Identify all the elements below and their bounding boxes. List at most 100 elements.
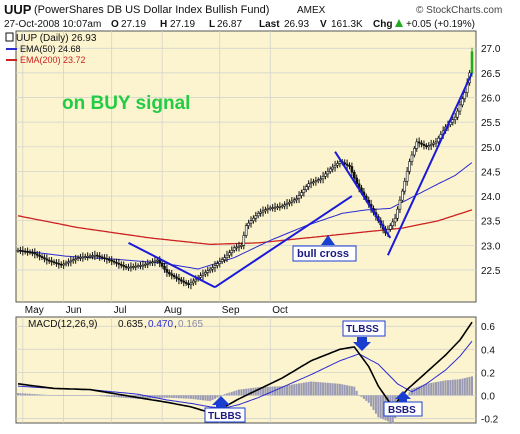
macd-histogram-bar <box>439 381 442 396</box>
macd-histogram-bar <box>125 395 128 398</box>
price-candle <box>304 186 308 190</box>
price-candle <box>168 272 171 275</box>
price-candle <box>21 250 25 252</box>
price-candle <box>64 262 68 265</box>
macd-histogram-bar <box>242 389 245 396</box>
macd-histogram-bar <box>187 395 190 399</box>
price-candle <box>175 276 178 279</box>
price-candle <box>62 263 65 266</box>
price-candle <box>100 256 104 259</box>
price-candle <box>59 263 63 266</box>
header-low-value: 26.87 <box>217 19 242 30</box>
macd-histogram-bar <box>269 386 272 396</box>
macd-tick-label: 0.6 <box>481 322 495 333</box>
price-candle <box>321 176 325 180</box>
price-candle <box>307 183 310 188</box>
price-candle <box>352 171 356 179</box>
price-candle <box>19 249 22 252</box>
price-candle <box>199 275 202 278</box>
macd-histogram-bar <box>266 386 269 396</box>
macd-histogram-bar <box>471 376 473 396</box>
price-candle <box>43 257 46 260</box>
macd-histogram-bar <box>302 382 305 396</box>
header-volume-label: V <box>320 19 327 30</box>
price-candle <box>45 258 49 261</box>
macd-histogram-bar <box>45 394 48 396</box>
price-candle <box>218 261 222 264</box>
macd-histogram-bar <box>65 395 68 396</box>
macd-histogram-bar <box>156 395 159 399</box>
price-candle <box>256 213 260 217</box>
macd-histogram-bar <box>461 378 464 396</box>
header-change-label: Chg <box>373 19 392 30</box>
price-candle <box>105 258 109 260</box>
price-candle <box>271 207 274 209</box>
macd-histogram-bar <box>36 394 39 396</box>
macd-histogram-bar <box>257 387 260 396</box>
price-candle <box>266 208 270 210</box>
macd-histogram-bar <box>81 395 84 396</box>
price-candle <box>228 252 231 256</box>
macd-histogram-bar <box>165 395 168 398</box>
macd-histogram-bar <box>84 395 87 396</box>
macd-histogram-bar <box>250 388 253 396</box>
price-candle <box>427 145 431 148</box>
price-candle <box>67 261 70 264</box>
price-candle <box>328 168 332 172</box>
macd-histogram-bar <box>175 395 178 399</box>
price-candle <box>124 266 128 268</box>
price-tick-label: 26.0 <box>481 94 501 105</box>
macd-histogram-bar <box>288 384 291 396</box>
macd-histogram-bar <box>91 395 94 396</box>
macd-tick-label: -0.2 <box>481 414 499 425</box>
price-candle <box>71 259 75 262</box>
price-candle <box>413 148 416 156</box>
macd-legend-hist: 0.165 <box>178 319 203 330</box>
macd-histogram-bar <box>427 383 430 396</box>
macd-histogram-bar <box>290 384 293 396</box>
price-candle <box>115 261 118 264</box>
price-candle <box>122 265 125 267</box>
price-candle <box>259 211 262 214</box>
macd-histogram-bar <box>307 381 310 396</box>
macd-histogram-bar <box>180 395 183 399</box>
up-arrow-icon <box>321 235 335 245</box>
macd-histogram-bar <box>38 394 41 396</box>
price-candle <box>314 180 318 183</box>
macd-histogram-bar <box>29 393 32 396</box>
price-tick-label: 25.5 <box>481 118 501 129</box>
price-tick-label: 24.0 <box>481 192 501 203</box>
price-candle <box>276 206 279 209</box>
macd-histogram-bar <box>101 395 104 397</box>
macd-tick-label: 0.4 <box>481 345 495 356</box>
macd-histogram-bar <box>355 390 358 396</box>
macd-tick-label: 0.0 <box>481 391 495 402</box>
header-volume-value: 161.3K <box>331 19 363 30</box>
price-candle <box>254 215 258 219</box>
price-candle <box>220 259 224 262</box>
price-candle <box>177 278 181 281</box>
price-candle <box>415 141 419 149</box>
macd-histogram-bar <box>437 381 440 396</box>
macd-histogram-bar <box>235 390 238 396</box>
macd-histogram-bar <box>322 382 325 396</box>
macd-histogram-bar <box>338 383 341 396</box>
price-candle <box>345 163 349 166</box>
price-candle <box>52 261 56 264</box>
header-exchange: AMEX <box>297 5 326 16</box>
macd-histogram-bar <box>218 395 221 397</box>
price-candle <box>302 189 306 193</box>
macd-histogram-bar <box>370 395 373 407</box>
macd-legend: MACD(12,26,9) 0.635 , 0.470 , 0.165 <box>28 319 203 330</box>
macd-histogram-bar <box>98 395 101 397</box>
price-candle <box>278 206 282 208</box>
price-candle <box>309 182 313 185</box>
macd-legend-name: MACD(12,26,9) <box>28 319 97 330</box>
header-fund-name: (PowerShares DB US Dollar Index Bullish … <box>34 4 269 16</box>
month-label: Sep <box>222 305 240 316</box>
macd-histogram-bar <box>430 382 433 396</box>
price-candle <box>434 141 438 144</box>
price-candle <box>252 217 255 221</box>
macd-histogram-bar <box>228 392 231 396</box>
macd-histogram-bar <box>110 395 113 397</box>
